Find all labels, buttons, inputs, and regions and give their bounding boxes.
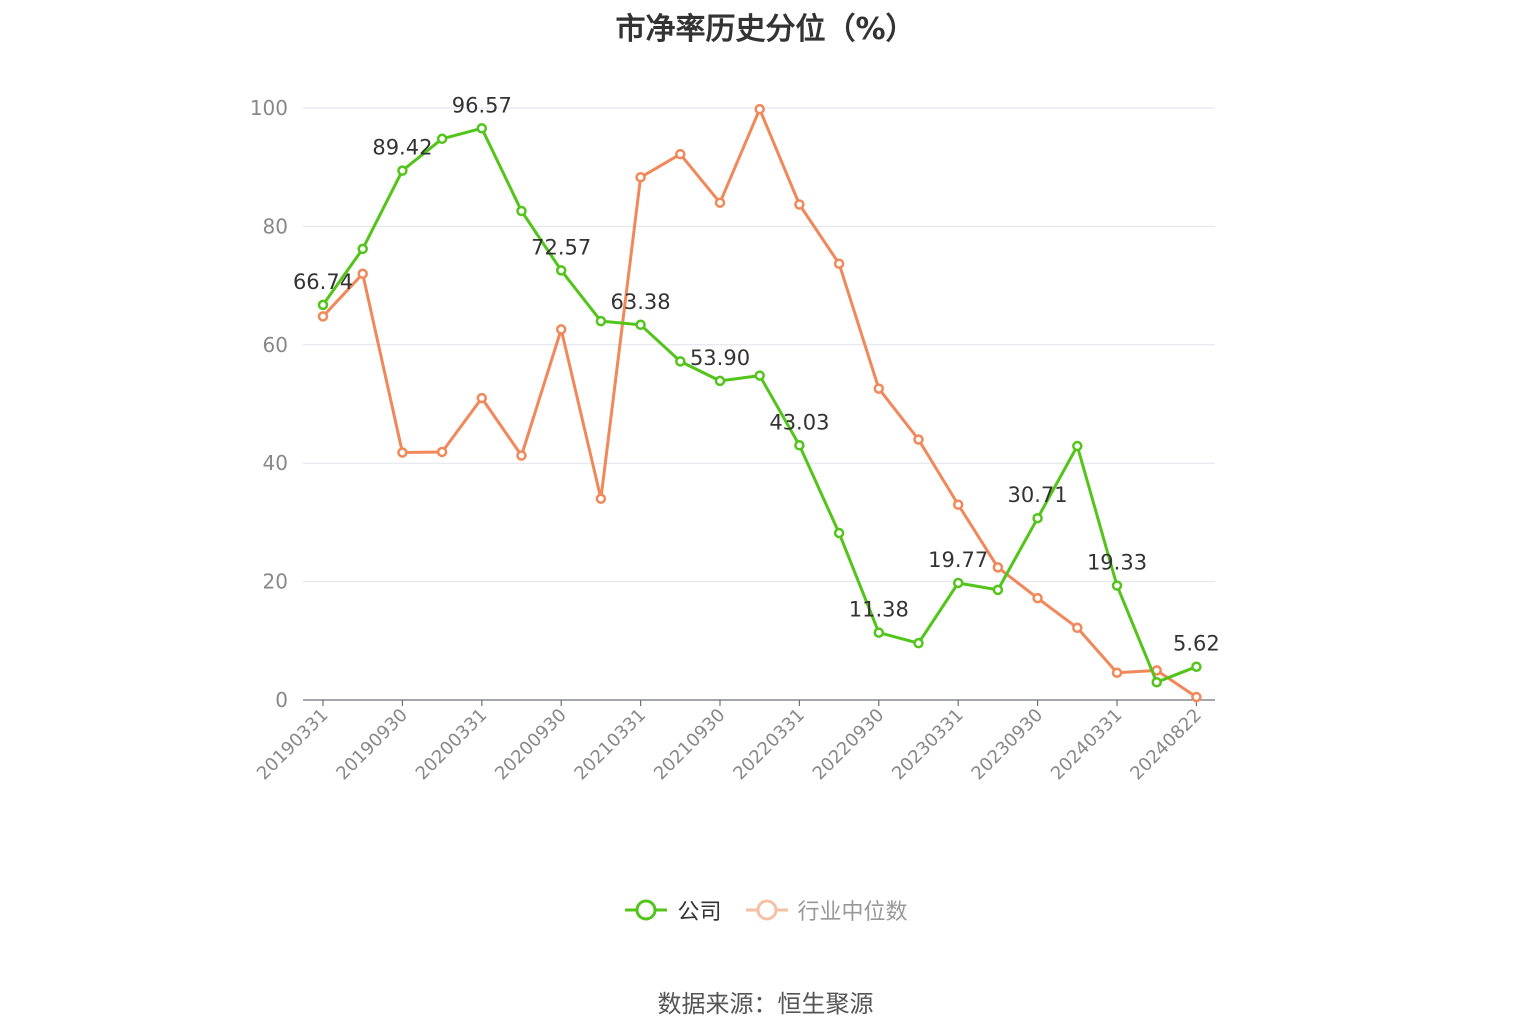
data-label: 43.03	[769, 410, 829, 434]
data-label-layer: 66.74 89.42 96.57 72.57 63.38 53.90 43.03 11.38…	[293, 93, 1220, 655]
x-tick-label: 20190331	[253, 705, 333, 785]
data-label: 19.33	[1087, 551, 1147, 575]
data-label: 96.57	[452, 93, 512, 117]
y-tick-label: 60	[263, 333, 288, 357]
y-tick-label: 20	[263, 570, 288, 594]
y-tick-label: 80	[263, 214, 288, 238]
x-tick-label: 20200331	[412, 705, 492, 785]
data-point	[436, 446, 448, 458]
data-point	[873, 627, 885, 638]
data-label: 66.74	[293, 270, 353, 294]
y-tick-label: 40	[263, 451, 288, 475]
data-point	[317, 299, 329, 311]
data-point	[1111, 667, 1123, 679]
data-point	[595, 315, 607, 327]
series-line	[321, 126, 1197, 684]
series-layer	[317, 103, 1202, 703]
data-point	[516, 205, 527, 217]
series-company	[317, 123, 1202, 688]
data-point	[675, 356, 686, 367]
source-note: 数据来源：恒生聚源	[657, 990, 874, 1018]
data-point	[1072, 440, 1083, 452]
data-point	[555, 324, 567, 335]
data-point	[1072, 622, 1083, 634]
x-tick-label: 20230331	[888, 705, 968, 785]
data-point	[317, 311, 329, 322]
data-point	[913, 434, 924, 445]
data-point	[555, 265, 567, 276]
y-tick-label: 0	[275, 688, 288, 712]
data-point	[1191, 691, 1202, 703]
data-point	[833, 258, 845, 269]
data-point	[714, 375, 726, 387]
data-point	[436, 133, 448, 145]
legend: 公司 行业中位数	[0, 894, 1531, 926]
data-point	[1151, 676, 1162, 688]
grid-layer	[303, 107, 1215, 583]
data-point	[1032, 592, 1043, 604]
legend-marker-icon	[625, 899, 668, 921]
data-point	[1111, 580, 1123, 591]
data-label: 72.57	[531, 235, 591, 259]
data-point	[952, 499, 964, 510]
data-point	[992, 584, 1004, 596]
axis-layer: 0 20 40 60 80 100 20190331 20190930 20200331 2020…	[250, 96, 1215, 784]
data-point	[1191, 661, 1202, 672]
data-point	[476, 123, 488, 134]
data-point	[794, 440, 805, 451]
legend-label: 公司	[677, 900, 722, 925]
x-tick-label: 20210331	[570, 705, 650, 785]
chart-title: 市净率历史分位（%）	[615, 12, 916, 47]
series-line	[321, 107, 1198, 699]
data-point	[397, 447, 408, 458]
x-tick-label: 20220331	[729, 705, 809, 785]
x-tick-label: 20220930	[809, 705, 889, 785]
data-point	[635, 319, 646, 331]
series-industry-median	[317, 103, 1202, 703]
data-label: 30.71	[1008, 483, 1068, 507]
x-tick-label: 20200930	[491, 705, 571, 785]
legend-item-company[interactable]: 公司	[623, 894, 722, 926]
data-point	[952, 577, 964, 589]
x-tick-label: 20240331	[1047, 705, 1127, 785]
data-point	[754, 370, 765, 381]
legend-item-industry-median[interactable]: 行业中位数	[744, 894, 908, 926]
data-point	[357, 243, 368, 255]
x-tick-label: 20240822	[1126, 705, 1206, 785]
data-label: 89.42	[372, 136, 432, 160]
data-point	[873, 383, 885, 394]
data-point	[357, 268, 368, 280]
data-label: 53.90	[690, 346, 750, 370]
legend-label: 行业中位数	[797, 900, 908, 925]
data-label: 63.38	[611, 290, 671, 314]
x-tick-label: 20190930	[332, 705, 412, 785]
data-point	[397, 165, 408, 176]
data-point	[595, 493, 607, 504]
x-tick-label: 20210930	[650, 705, 730, 785]
data-point	[833, 527, 845, 539]
x-tick-label: 20230930	[967, 705, 1047, 785]
data-point	[913, 637, 924, 649]
data-label: 5.62	[1173, 632, 1220, 656]
data-label: 11.38	[849, 598, 909, 622]
data-point	[1032, 512, 1043, 524]
data-point	[714, 197, 726, 208]
data-point	[516, 450, 527, 461]
data-point	[476, 392, 488, 404]
y-tick-label: 100	[250, 96, 288, 120]
data-label: 19.77	[928, 548, 988, 572]
legend-marker-icon	[745, 899, 788, 921]
data-point	[635, 172, 646, 183]
data-point	[754, 103, 765, 115]
data-point	[992, 562, 1004, 573]
data-point	[675, 148, 686, 160]
data-point	[794, 199, 805, 210]
